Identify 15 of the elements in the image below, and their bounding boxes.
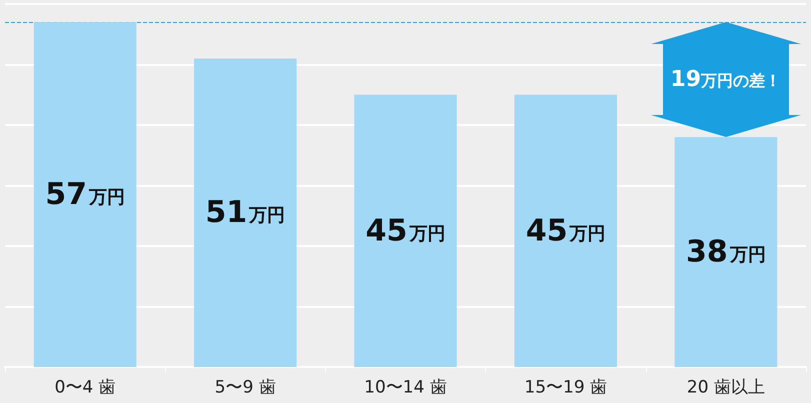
x-tick-label: 0〜4 歯	[54, 378, 116, 398]
x-tick-label: 10〜14 歯	[364, 378, 447, 398]
data-label: 57万円	[45, 177, 125, 212]
x-tick-label: 15〜19 歯	[524, 378, 608, 398]
bar	[194, 58, 297, 367]
x-tick-label: 20 歯以上	[686, 378, 765, 398]
data-label: 45万円	[366, 213, 446, 248]
data-label: 51万円	[205, 195, 286, 230]
data-label: 45万円	[526, 213, 606, 248]
data-label: 38万円	[686, 234, 766, 270]
bar	[514, 94, 617, 367]
annotation: 19万円の差！	[670, 67, 782, 92]
bar	[354, 94, 457, 367]
bar	[34, 22, 136, 367]
x-tick-label: 5〜9 歯	[214, 378, 276, 398]
